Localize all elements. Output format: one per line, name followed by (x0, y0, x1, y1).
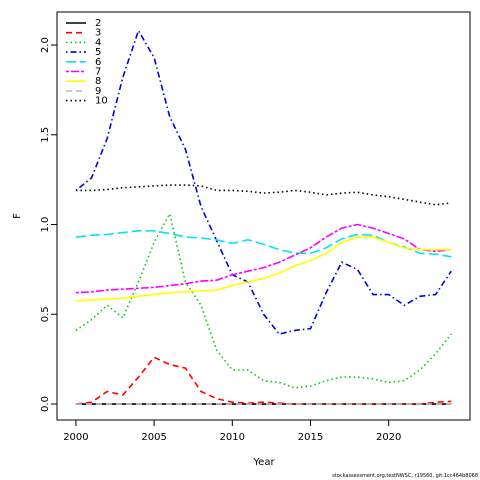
legend-label: 5 (95, 47, 101, 58)
y-tick-label: 0.0 (40, 396, 51, 412)
legend-label: 3 (95, 28, 101, 39)
x-axis-label: Year (252, 457, 275, 468)
x-tick-label: 2005 (141, 432, 166, 443)
series-line (75, 28, 452, 335)
x-tick-label: 2015 (298, 432, 323, 443)
x-tick-label: 2010 (220, 432, 245, 443)
y-tick-label: 0.5 (40, 306, 51, 322)
y-tick-label: 1.5 (40, 127, 51, 143)
footnote: stockassessment.org,testNWSC, r19560, gi… (332, 473, 478, 479)
series-line (75, 184, 452, 206)
legend-label: 2 (95, 18, 101, 29)
series-line (75, 356, 452, 405)
y-axis-label: F (12, 213, 23, 219)
plot-frame (56, 11, 471, 421)
legend-label: 6 (95, 57, 101, 68)
x-tick-label: 2020 (376, 432, 401, 443)
legend-label: 7 (95, 67, 101, 78)
y-tick-label: 1.0 (40, 217, 51, 233)
legend-label: 4 (95, 37, 101, 48)
y-tick-label: 2.0 (40, 37, 51, 53)
series-line (75, 211, 452, 389)
series-line (75, 236, 452, 302)
legend-label: 9 (95, 86, 101, 97)
legend-label: 10 (95, 96, 108, 107)
legend-label: 8 (95, 76, 101, 87)
x-tick-label: 2000 (63, 432, 88, 443)
series-line (75, 223, 452, 294)
